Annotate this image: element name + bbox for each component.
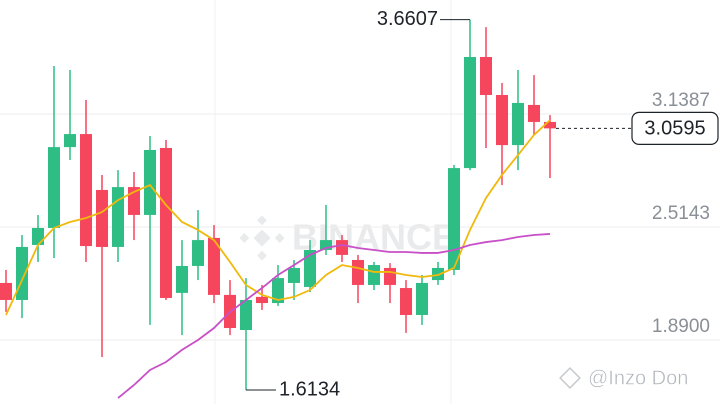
ma-line xyxy=(5,119,551,316)
candle-body xyxy=(368,265,380,285)
candle-body xyxy=(464,56,476,169)
candle-body xyxy=(256,296,268,304)
candle-body xyxy=(96,189,108,247)
low-label: 1.6134 xyxy=(279,378,340,400)
candle-body xyxy=(272,278,284,304)
candle-body xyxy=(144,149,156,215)
candle-body xyxy=(0,282,12,300)
last-price-box xyxy=(631,111,719,145)
candle-body xyxy=(400,288,412,315)
candle-body xyxy=(192,240,204,266)
last-price-label: 3.0595 xyxy=(644,118,705,140)
candle-body xyxy=(336,240,348,255)
candle-body xyxy=(48,147,60,228)
y-tick-label: 3.1387 xyxy=(652,90,710,111)
credit-icon xyxy=(557,365,583,391)
candle-body xyxy=(512,102,524,146)
candle-body xyxy=(112,187,124,247)
watermark-logo xyxy=(239,215,285,261)
candle-body xyxy=(64,134,76,148)
candle-body xyxy=(80,134,92,247)
y-tick-label: 1.8900 xyxy=(652,316,710,337)
candle-body xyxy=(176,265,188,293)
candle-body xyxy=(16,246,28,300)
y-tick-label: 2.5143 xyxy=(652,203,710,224)
candle-body xyxy=(448,168,460,270)
candle-body xyxy=(384,267,396,285)
candle-body xyxy=(160,147,172,298)
candle-body xyxy=(496,94,508,146)
candle-body xyxy=(432,267,444,281)
high-label: 3.6607 xyxy=(377,8,438,30)
candle-body xyxy=(416,282,428,315)
candle-body xyxy=(288,267,300,283)
candle-body xyxy=(208,237,220,295)
candle-body xyxy=(304,250,316,287)
candle-body xyxy=(352,259,364,285)
candle-body xyxy=(320,240,332,251)
candle-body xyxy=(480,56,492,95)
ma-line xyxy=(117,233,551,399)
candle-body xyxy=(240,299,252,331)
candle-body xyxy=(528,104,540,122)
candle-body xyxy=(32,227,44,245)
credit: @Inzo Don xyxy=(588,367,688,389)
candle-body xyxy=(544,121,556,129)
